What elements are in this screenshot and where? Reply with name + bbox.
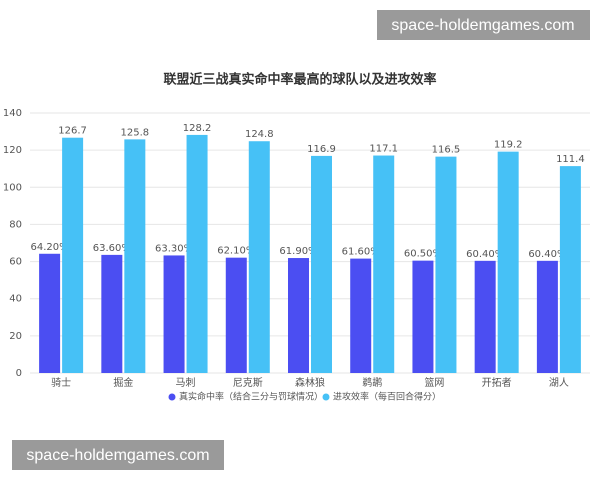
y-tick-label: 120: [3, 145, 22, 156]
x-tick-label: 骑士: [51, 376, 71, 389]
y-tick-label: 0: [16, 368, 22, 379]
data-label: 64.20%: [31, 242, 69, 253]
data-label: 116.9: [307, 144, 336, 155]
data-label: 124.8: [245, 129, 274, 140]
bar: [412, 260, 434, 373]
x-tick-label: 尼克斯: [233, 376, 263, 389]
bar: [186, 134, 208, 373]
bar: [497, 151, 519, 373]
legend-label: 进攻效率（每百回合得分）: [333, 391, 441, 403]
legend-marker: [322, 393, 330, 401]
bar: [62, 137, 84, 373]
bar: [350, 258, 372, 373]
data-label: 116.5: [432, 145, 461, 156]
x-tick-label: 篮网: [424, 376, 444, 389]
data-label: 60.40%: [528, 249, 566, 260]
bar: [124, 139, 146, 373]
data-label: 117.1: [369, 144, 398, 155]
data-label: 126.7: [58, 126, 87, 137]
bar: [288, 258, 309, 373]
legend-label: 真实命中率（结合三分与罚球情况）: [179, 391, 323, 403]
y-tick-label: 100: [3, 182, 22, 193]
bar: [536, 260, 558, 373]
bar: [39, 253, 61, 373]
data-label: 62.10%: [217, 246, 255, 257]
bar: [373, 155, 395, 373]
data-label: 111.4: [556, 154, 585, 165]
watermark: space-holdemgames.com: [26, 447, 209, 464]
bar: [474, 260, 496, 373]
data-label: 60.40%: [466, 249, 504, 260]
x-tick-label: 马刺: [176, 377, 196, 389]
chart-title: 联盟近三战真实命中率最高的球队以及进攻效率: [163, 72, 436, 88]
bar: [248, 141, 270, 373]
data-label: 128.2: [183, 123, 212, 134]
data-label: 63.60%: [93, 243, 131, 254]
bar: [311, 155, 332, 373]
data-label: 60.50%: [404, 249, 442, 260]
data-label: 119.2: [494, 140, 523, 151]
data-label: 61.60%: [342, 247, 380, 258]
data-label: 125.8: [121, 127, 150, 138]
y-tick-label: 20: [9, 331, 22, 342]
legend-marker: [168, 393, 176, 401]
bar: [435, 156, 457, 373]
y-tick-label: 60: [9, 257, 22, 268]
x-tick-label: 鹈鹕: [362, 376, 382, 389]
watermark-box: [377, 10, 590, 40]
data-label: 61.90%: [279, 246, 317, 257]
y-tick-label: 80: [9, 219, 22, 230]
bar: [225, 257, 247, 373]
watermark-box: [12, 440, 224, 470]
watermark: space-holdemgames.com: [391, 17, 574, 34]
bar: [101, 254, 123, 373]
y-tick-label: 140: [3, 108, 22, 119]
y-tick-label: 40: [9, 294, 22, 305]
bar: [163, 255, 185, 373]
x-tick-label: 湖人: [549, 377, 569, 389]
x-tick-label: 掘金: [113, 376, 133, 389]
x-tick-label: 开拓者: [482, 377, 512, 389]
data-label: 63.30%: [155, 243, 193, 254]
x-tick-label: 森林狼: [295, 376, 325, 389]
bar: [559, 166, 581, 373]
